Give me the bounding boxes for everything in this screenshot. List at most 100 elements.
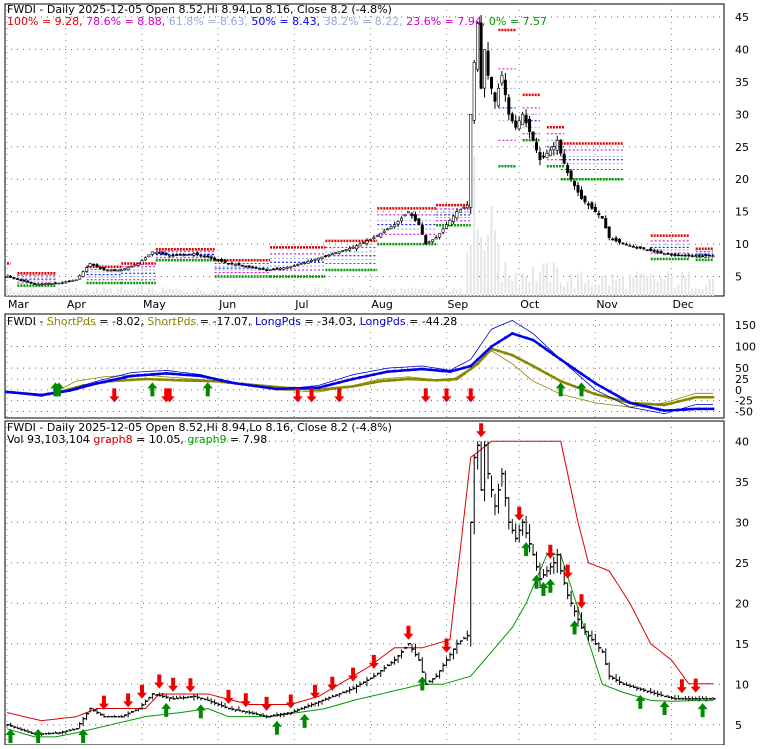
candle-body [645, 249, 649, 252]
volume-bar [272, 291, 275, 296]
osc-title-part: = -8.02, [96, 315, 144, 328]
volume-bar [279, 290, 282, 296]
osc-title-part: ShortPds [43, 315, 96, 328]
stop-sell-arrow [327, 676, 338, 691]
osc-marker-short2 [559, 379, 563, 383]
volume-bar [6, 288, 8, 296]
volume-bar [172, 289, 175, 296]
volume-bar [639, 273, 642, 296]
osc-marker-long2 [317, 386, 320, 389]
volume-bar [473, 156, 476, 296]
candle-body [105, 269, 109, 272]
candle-body [427, 241, 431, 244]
volume-bar [89, 292, 92, 296]
volume-bar [573, 287, 576, 296]
candle-body [282, 267, 286, 270]
osc-title-part: = -17.07, [196, 315, 251, 328]
volume-bar [189, 292, 192, 296]
stop-buy-arrow [531, 574, 542, 589]
osc-marker-long2 [455, 368, 459, 372]
volume-bar [210, 292, 213, 296]
osc-marker-long2 [524, 336, 528, 340]
volume-bar [680, 272, 683, 296]
volume-bar [320, 292, 323, 296]
candle-body [666, 252, 670, 255]
volume-bar [140, 287, 143, 296]
candle-body [278, 267, 282, 270]
volume-bar [601, 275, 604, 296]
osc-marker-short2 [573, 385, 576, 388]
volume-bar [466, 252, 469, 296]
candle-body [164, 252, 168, 255]
price-y-tick-label: 35 [735, 76, 749, 89]
osc-sell-arrow [292, 388, 303, 403]
volume-bar [507, 277, 510, 296]
candle-body [60, 282, 64, 284]
volume-bar [57, 287, 60, 296]
osc-marker-long2 [213, 377, 216, 381]
volume-bar [383, 288, 386, 296]
osc-marker-long2 [358, 376, 362, 379]
x-axis-label: Mar [8, 298, 29, 311]
fib-legend-part: 78.6% = 8.88, [83, 15, 166, 28]
price-title: FWDI - Daily 2025-12-05 Open 8.52,Hi 8.9… [7, 3, 392, 16]
osc-sell-arrow [334, 388, 345, 403]
volume-bar [580, 271, 583, 296]
candle-body [472, 62, 476, 121]
stop-sell-arrow [310, 684, 321, 699]
osc-marker-long2 [324, 384, 327, 388]
candle-body [697, 255, 701, 257]
osc-marker-short2 [677, 400, 680, 403]
candle-body [226, 262, 230, 265]
osc-marker-short2 [420, 378, 424, 381]
volume-bar [400, 288, 403, 296]
candle-body [251, 266, 255, 269]
osc-y-tick-label: 150 [735, 319, 756, 332]
osc-buy-arrow [53, 382, 64, 397]
candle-body [417, 218, 421, 225]
osc-marker-short2 [607, 396, 611, 399]
volume-bar [535, 281, 538, 296]
x-axis-label: Apr [67, 298, 87, 311]
osc-marker-long2 [386, 370, 389, 373]
stop-sell-arrow [261, 696, 272, 711]
candle-body [185, 254, 189, 256]
candle-body [230, 262, 234, 265]
volume-bar [649, 273, 652, 296]
osc-marker-short2 [171, 378, 175, 382]
candle-body [348, 248, 352, 251]
osc-marker-short2 [642, 402, 646, 405]
osc-marker-long2 [379, 371, 383, 375]
volume-bar [154, 291, 157, 296]
osc-marker-short2 [552, 376, 556, 379]
volume-bar [684, 277, 687, 296]
candle-body [285, 266, 289, 269]
volume-bar [47, 289, 50, 296]
candle-body [275, 267, 279, 270]
candle-body [334, 252, 338, 255]
candle-body [182, 254, 186, 257]
osc-marker-long2 [670, 408, 673, 412]
volume-bar [549, 282, 552, 296]
osc-marker-long2 [372, 373, 376, 376]
volume-bar [262, 287, 265, 296]
stop-buy-arrow [521, 542, 532, 557]
candle-body [64, 281, 68, 284]
osc-marker-short2 [704, 395, 708, 399]
osc-marker-short2 [517, 357, 521, 361]
candle-body [154, 252, 158, 254]
volume-bar [248, 290, 251, 296]
osc-sell-arrow [441, 388, 452, 403]
candle-body [216, 259, 220, 262]
candle-body [53, 282, 57, 285]
candle-body [451, 215, 455, 223]
candle-body [143, 257, 147, 261]
volume-bar [82, 291, 85, 296]
candle-body [355, 245, 359, 250]
candle-body [455, 211, 459, 219]
candle-body [507, 97, 511, 115]
volume-bar [50, 291, 53, 296]
candle-body [303, 262, 307, 264]
fib-legend-part: 100% = 9.28, [7, 15, 83, 28]
osc-marker-short2 [649, 402, 653, 406]
